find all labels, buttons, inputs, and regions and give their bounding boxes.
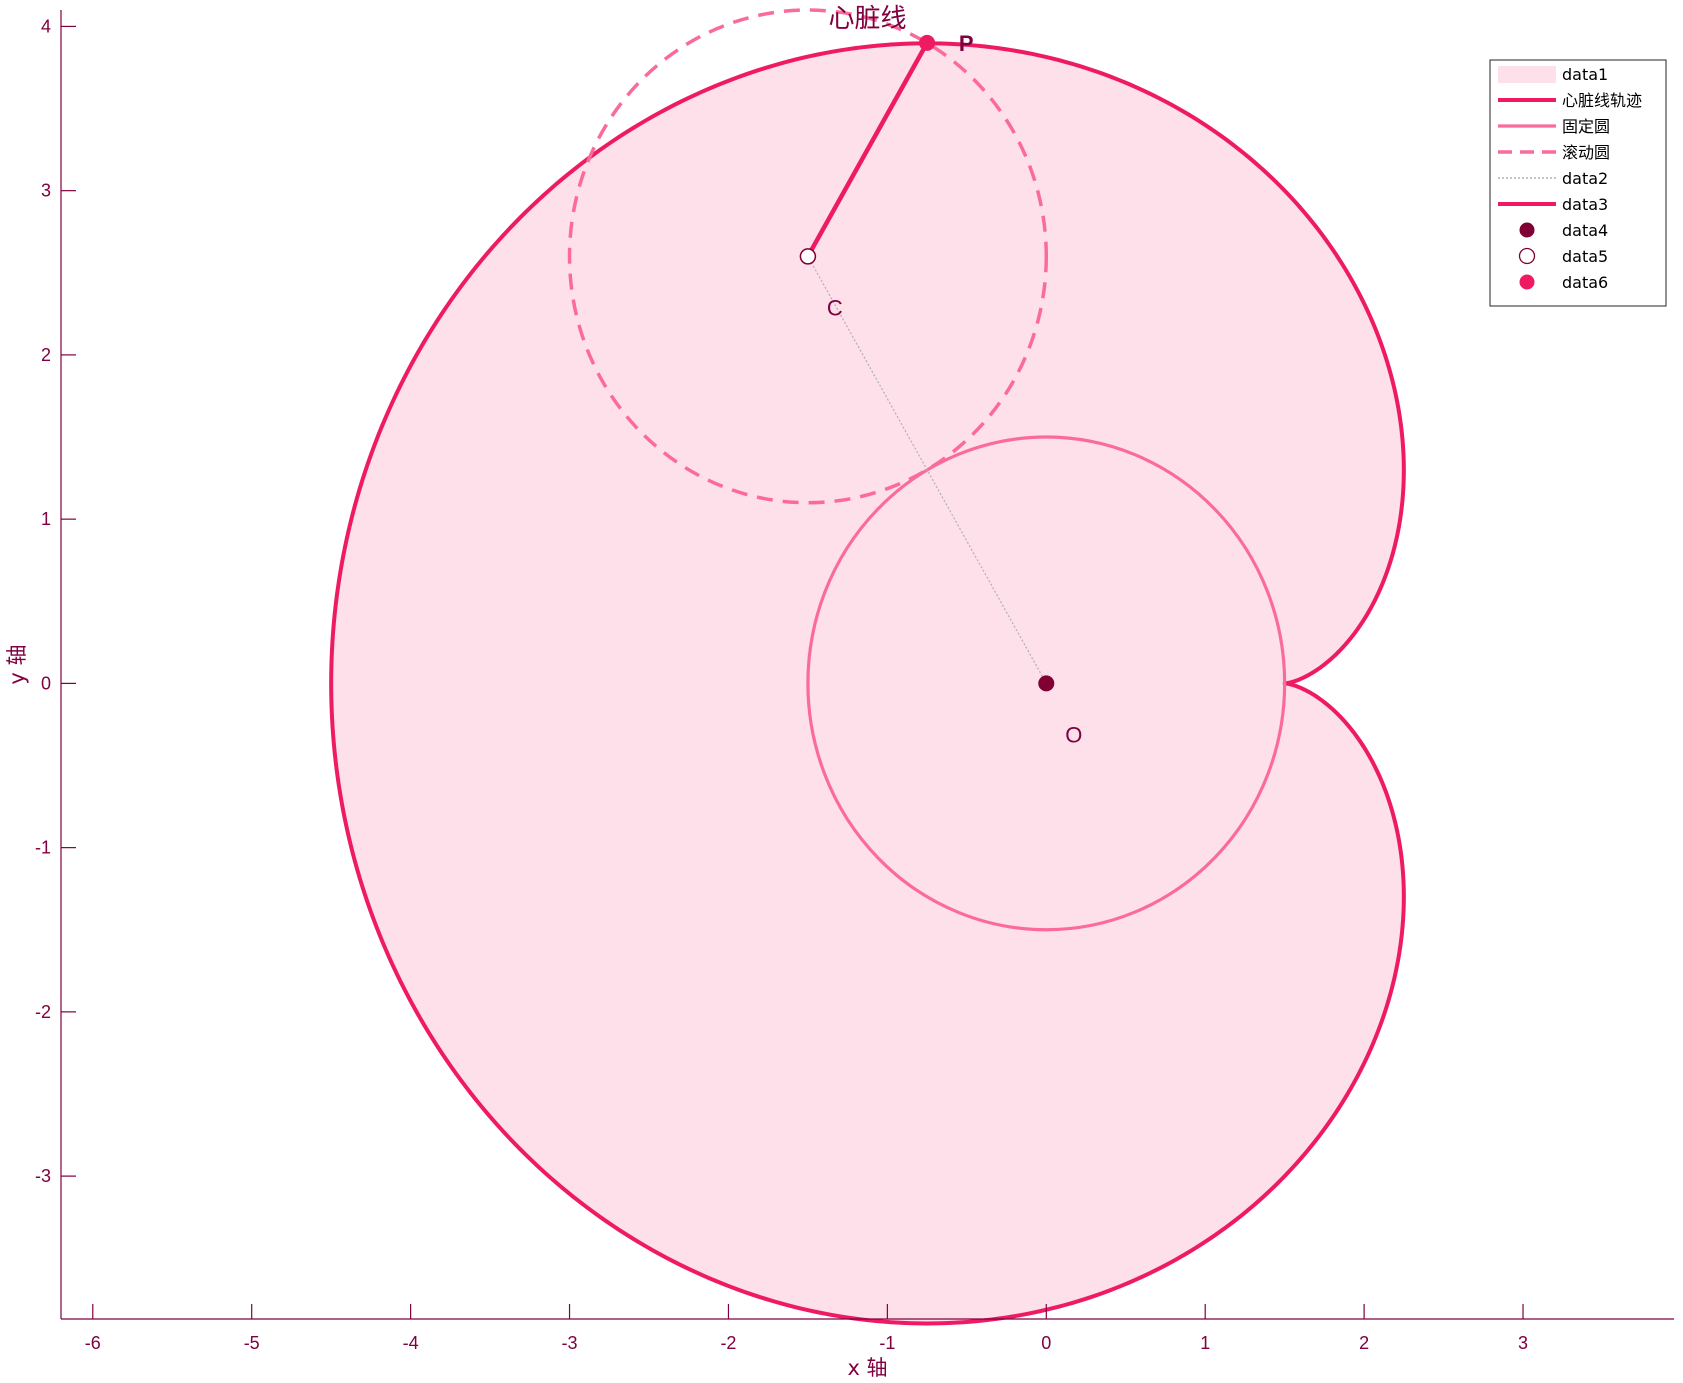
legend-symbol [1518,247,1536,265]
rolling-radius-line [805,40,930,259]
x-tick-label: 2 [1359,1333,1369,1353]
legend-item: data4 [1519,221,1608,240]
x-tick-label: 1 [1200,1333,1210,1353]
legend-symbol [1498,66,1556,83]
cardioid-fill [331,43,1404,1324]
fixed-circle [806,435,1287,932]
legend-item: data3 [1498,195,1608,214]
point-p-marker [919,34,936,51]
legend-label: data1 [1562,65,1608,84]
legend-label: 固定圆 [1562,117,1610,136]
chart-title: 心脏线 [828,4,906,34]
point-label-o: O [1065,722,1082,747]
legend-label: data2 [1562,169,1608,188]
legend-symbol [1519,222,1535,238]
legend-item: 固定圆 [1498,117,1610,136]
legend-label: data6 [1562,273,1608,292]
legend-item: 滚动圆 [1498,143,1610,162]
x-tick-label: -3 [562,1333,578,1353]
legend-item: data6 [1519,273,1608,292]
legend-label: data3 [1562,195,1608,214]
legend-label: 滚动圆 [1562,143,1610,162]
x-tick-label: -1 [879,1333,895,1353]
y-tick-label: 2 [41,345,51,365]
legend-item: data5 [1518,247,1608,266]
point-label-c: C [827,295,843,320]
y-tick-label: 1 [41,509,51,529]
y-tick-label: 4 [41,16,51,36]
y-axis-title: y 轴 [5,644,29,684]
point-c-marker [799,248,817,265]
legend-label: 心脏线轨迹 [1562,91,1642,110]
x-axis-title: x 轴 [847,1356,887,1380]
x-tick-label: -2 [720,1333,736,1353]
x-tick-label: -5 [244,1333,260,1353]
legend-item: 心脏线轨迹 [1498,91,1642,110]
x-tick-label: -4 [403,1333,419,1353]
x-tick-label: -6 [85,1333,101,1353]
y-tick-label: -1 [35,838,51,858]
x-tick-label: 3 [1518,1333,1528,1353]
y-tick-label: -2 [35,1002,51,1022]
legend-label: data5 [1562,247,1608,266]
cardioid-curve [329,41,1406,1326]
point-o-marker [1038,675,1055,692]
point-label-p: P [959,31,974,56]
legend-item: data2 [1498,169,1608,188]
rolling-circle [567,8,1049,505]
y-tick-label: 3 [41,181,51,201]
x-tick-label: 0 [1041,1333,1051,1353]
legend-item: data1 [1498,65,1608,84]
plot-area: O C P [329,8,1406,1326]
legend-label: data4 [1562,221,1608,240]
axes: -6 -5 -4 -3 -2 -1 0 1 2 3 -3 -2 -1 0 1 2 3 4 [35,10,1674,1353]
y-tick-label: 0 [41,673,51,693]
center-connector-line [807,256,1047,684]
y-tick-label: -3 [35,1166,51,1186]
legend-symbol [1519,274,1535,290]
